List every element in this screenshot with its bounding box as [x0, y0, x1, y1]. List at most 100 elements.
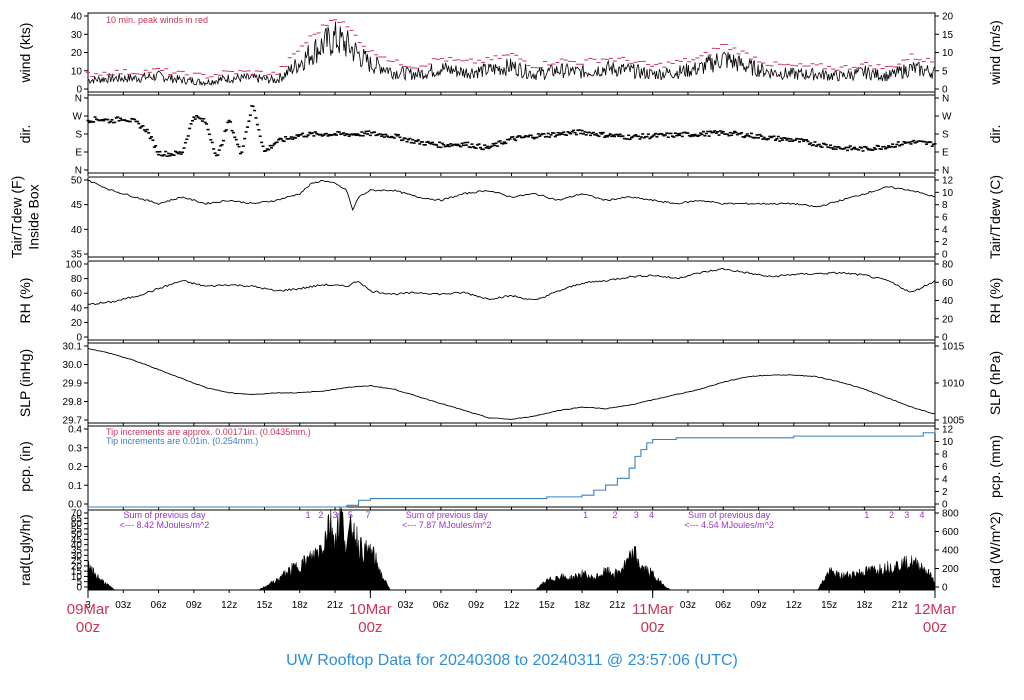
wind-right-tick-label: 0 — [942, 85, 948, 96]
x-date-time-label: 00z — [358, 619, 382, 636]
x-axis: 3 03z 06z 09z 12z 15z 18z 21z 03z 06z 09z 12z 15z 18z… — [67, 590, 957, 636]
rad-right-tick-label: 400 — [942, 546, 959, 557]
rad-left-tick-label: 45 — [71, 535, 83, 546]
panel-frame — [87, 260, 936, 341]
wind-right-tick-label: 5 — [942, 66, 948, 77]
temp-right-tick-label: 8 — [942, 200, 948, 211]
x-hour-label: 06z — [433, 600, 449, 611]
rad-hour-mark: 5 — [348, 510, 353, 520]
rad-hour-mark: 4 — [920, 510, 925, 520]
slp-series-line — [87, 347, 936, 420]
rad-left-tick-label: 65 — [71, 514, 83, 525]
rad-right-tick-label: 800 — [942, 509, 959, 520]
x-hour-label: 18z — [292, 600, 308, 611]
wind-left-tick-label: 40 — [71, 12, 83, 23]
precip-left-tick-label: 0.3 — [68, 443, 82, 454]
x-date-time-label: 00z — [76, 619, 100, 636]
slp-left-tick-label: 29.7 — [63, 416, 83, 427]
rad-left-tick-label: 35 — [71, 546, 83, 557]
precip-right-tick-label: 6 — [942, 462, 948, 473]
x-hour-label: 12z — [786, 600, 802, 611]
panel-rh: 0 20 40 60 80 100 0 20 40 60 80 RH (%) RH (%) — [17, 260, 1003, 344]
footer-title: UW Rooftop Data for 20240308 to 20240311… — [286, 652, 738, 669]
x-hour-label: 06z — [715, 600, 731, 611]
rh-left-tick-label: 100 — [65, 260, 82, 271]
panel-frame — [87, 509, 936, 591]
slp-left-tick-label: 29.9 — [63, 379, 83, 390]
rad-series-area — [87, 506, 936, 591]
x-hour-label: 21z — [609, 600, 625, 611]
rad-hour-mark: 2 — [318, 510, 323, 520]
temp-right-tick-label: 12 — [942, 176, 954, 187]
x-hour-label: 03z — [398, 600, 414, 611]
temp-right-tick-label: 10 — [942, 188, 954, 199]
precip-right-tick-label: 10 — [942, 437, 954, 448]
x-date-label: 09Mar — [67, 601, 110, 618]
rad-day-sum-title: Sum of previous day — [688, 510, 771, 520]
temp-series-line — [87, 179, 936, 212]
x-hour-label: 15z — [539, 600, 555, 611]
rh-right-tick-label: 20 — [942, 314, 954, 325]
dir-right-tick-label: S — [942, 130, 949, 141]
x-hour-label: 18z — [856, 600, 872, 611]
rh-right-tick-label: 60 — [942, 278, 954, 289]
x-hour-label: 18z — [574, 600, 590, 611]
precip-ylabel-right: pcp. (mm) — [987, 435, 1003, 498]
rh-series-line — [87, 268, 936, 306]
dir-left-tick-label: E — [75, 148, 82, 159]
rad-left-tick-label: 60 — [71, 519, 83, 530]
rad-left-tick-label: 40 — [71, 540, 83, 551]
wind-right-tick-label: 15 — [942, 30, 954, 41]
precip-left-tick-label: 0.1 — [68, 481, 82, 492]
rad-right-tick-label: 200 — [942, 564, 959, 575]
rad-day-sum-title: Sum of previous day — [123, 510, 206, 520]
panel-frame — [87, 342, 936, 424]
wind-series-line — [87, 21, 936, 87]
wind-annotation: 10 min. peak winds in red — [106, 15, 208, 25]
wind-left-tick-label: 20 — [71, 48, 83, 59]
panel-rad: 0510152025303540455055606570020040060080… — [17, 506, 1003, 594]
dir-right-tick-label: N — [942, 94, 949, 105]
rh-left-tick-label: 20 — [71, 318, 83, 329]
rad-hour-mark: 3 — [904, 510, 909, 520]
rad-hour-mark: 7 — [365, 510, 370, 520]
rad-left-tick-label: 15 — [71, 567, 83, 578]
precip-left-tick-label: 0.4 — [68, 425, 82, 436]
x-hour-label: 09z — [750, 600, 766, 611]
rad-left-tick-label: 50 — [71, 530, 83, 541]
rad-left-tick-label: 70 — [71, 509, 83, 520]
rad-day-sum-value: <--- 7.87 MJoules/m^2 — [402, 520, 492, 530]
rad-hour-mark: 1 — [305, 510, 310, 520]
precip-note-fine: Tip increments are approx. 0.00171in. (0… — [106, 427, 311, 437]
x-hour-label: 03z — [680, 600, 696, 611]
temp-left-tick-label: 40 — [71, 225, 83, 236]
precip-left-tick-label: 0.0 — [68, 500, 82, 511]
panel-wind: 0 10 20 30 40 0 5 10 15 20 wind (kts) wind (m/s) 10 … — [17, 12, 1003, 96]
x-date-label: 12Mar — [914, 601, 957, 618]
rad-hour-mark: 1 — [583, 510, 588, 520]
precip-right-tick-label: 4 — [942, 475, 948, 486]
slp-right-tick-label: 1010 — [942, 379, 965, 390]
x-hour-label: 12z — [221, 600, 237, 611]
slp-right-tick-label: 1005 — [942, 416, 965, 427]
panel-slp: 29.7 29.8 29.9 30.0 30.1 1005 1010 1015 SLP (inH… — [17, 342, 1003, 427]
temp-right-tick-label: 4 — [942, 225, 948, 236]
precip-left-tick-label: 0.2 — [68, 462, 82, 473]
temp-right-tick-label: 2 — [942, 237, 948, 248]
rad-day-sum-value: <--- 8.42 MJoules/m^2 — [120, 520, 210, 530]
x-hour-label: 15z — [256, 600, 272, 611]
rad-hour-mark: 4 — [649, 510, 654, 520]
rad-hour-mark: 3 — [333, 510, 338, 520]
dir-left-tick-label: N — [75, 94, 82, 105]
x-hour-label: 15z — [821, 600, 837, 611]
x-hour-label: 12z — [503, 600, 519, 611]
x-date-time-label: 00z — [641, 619, 665, 636]
slp-left-tick-label: 29.8 — [63, 397, 83, 408]
rad-left-tick-label: 5 — [76, 577, 82, 588]
dir-left-tick-label: N — [75, 166, 82, 177]
wind-right-tick-label: 20 — [942, 12, 954, 23]
rad-hour-mark: 1 — [864, 510, 869, 520]
